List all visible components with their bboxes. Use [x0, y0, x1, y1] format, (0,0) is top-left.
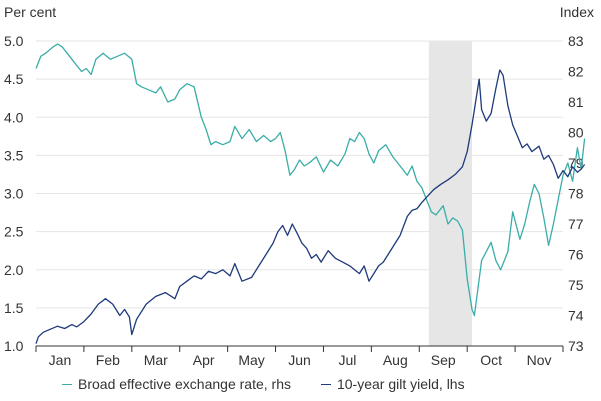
legend-item-gilt-yield: 10-year gilt yield, lhs — [320, 376, 465, 392]
left-axis-unit: Per cent — [4, 4, 56, 20]
right-tick-label: 83 — [568, 33, 584, 49]
right-axis-unit: Index — [560, 4, 594, 20]
left-tick-label: 3.5 — [4, 147, 24, 163]
legend-swatch-exchange-rate — [62, 383, 72, 385]
right-tick-label: 80 — [568, 125, 584, 141]
series-lines — [35, 43, 586, 344]
x-tick-label: Nov — [527, 352, 552, 368]
right-tick-label: 77 — [568, 216, 584, 232]
x-tick-label: Apr — [193, 352, 215, 368]
gridlines — [36, 40, 563, 309]
legend: Broad effective exchange rate, rhs 10-ye… — [62, 374, 465, 394]
left-tick-label: 1.5 — [4, 300, 24, 316]
x-tick-label: Feb — [96, 352, 120, 368]
x-axis: Jan Feb Mar Apr May Jun Jul Aug Sep Oct Nov — [35, 345, 564, 368]
right-tick-label: 78 — [568, 186, 584, 202]
right-tick-label: 82 — [568, 64, 584, 80]
legend-swatch-gilt-yield — [320, 383, 331, 385]
right-tick-label: 75 — [568, 277, 584, 293]
right-tick-label: 74 — [568, 308, 584, 324]
x-tick-label: May — [238, 352, 264, 368]
x-tick-label: Sep — [431, 352, 456, 368]
left-axis: 1.0 1.5 2.0 2.5 3.0 3.5 4.0 4.5 5.0 — [4, 33, 24, 354]
right-tick-label: 81 — [568, 94, 584, 110]
legend-item-exchange-rate: Broad effective exchange rate, rhs — [62, 376, 291, 392]
left-tick-label: 1.0 — [4, 338, 24, 354]
legend-label-gilt-yield: 10-year gilt yield, lhs — [336, 376, 465, 392]
left-tick-label: 2.0 — [4, 262, 24, 278]
x-tick-label: Oct — [480, 352, 502, 368]
left-tick-label: 2.5 — [4, 224, 24, 240]
legend-label-exchange-rate: Broad effective exchange rate, rhs — [78, 376, 291, 392]
x-tick-label: Mar — [144, 352, 168, 368]
left-tick-label: 4.5 — [4, 71, 24, 87]
x-tick-label: Aug — [383, 352, 408, 368]
gilt-yield-line — [35, 69, 586, 344]
right-tick-label: 73 — [568, 338, 584, 354]
left-tick-label: 3.0 — [4, 186, 24, 202]
x-tick-label: Jun — [288, 352, 311, 368]
x-tick-label: Jul — [338, 352, 356, 368]
left-tick-label: 5.0 — [4, 33, 24, 49]
x-tick-label: Jan — [49, 352, 72, 368]
exchange-rate-line — [35, 43, 586, 317]
right-tick-label: 76 — [568, 247, 584, 263]
left-tick-label: 4.0 — [4, 109, 24, 125]
